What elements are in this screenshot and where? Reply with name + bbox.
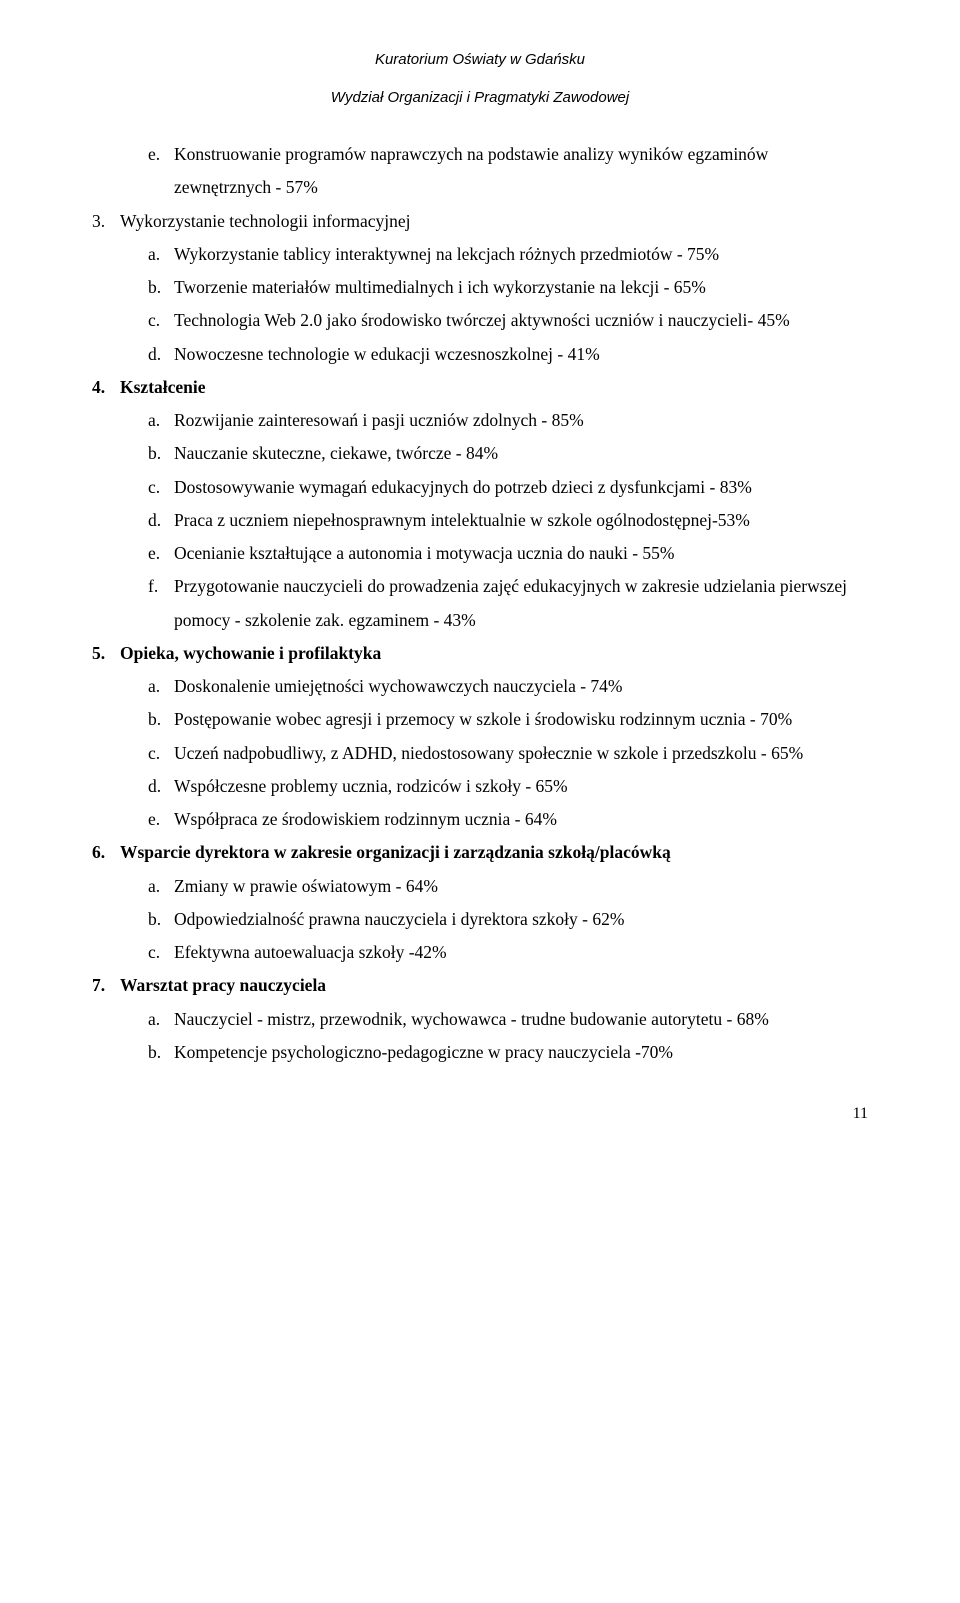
item-text: Współpraca ze środowiskiem rodzinnym ucz…: [174, 809, 557, 829]
section-6-items: a. Zmiany w prawie oświatowym - 64% b. Odp…: [120, 870, 868, 970]
item-marker: b.: [148, 437, 161, 470]
section-title: Wsparcie dyrektora w zakresie organizacj…: [120, 842, 671, 862]
item-marker: b.: [148, 703, 161, 736]
item-text: Ocenianie kształtujące a autonomia i mot…: [174, 543, 675, 563]
list-item: a. Wykorzystanie tablicy interaktywnej na…: [148, 238, 868, 271]
item-marker: e.: [148, 138, 160, 171]
section-marker: 3.: [92, 205, 105, 238]
item-marker: a.: [148, 870, 160, 903]
item-marker: d.: [148, 770, 161, 803]
item-text: Kompetencje psychologiczno-pedagogiczne …: [174, 1042, 673, 1062]
list-item: e. Współpraca ze środowiskiem rodzinnym u…: [148, 803, 868, 836]
section-title: Opieka, wychowanie i profilaktyka: [120, 643, 381, 663]
main-ordered-list: 3. Wykorzystanie technologii informacyjn…: [92, 205, 868, 1070]
item-marker: d.: [148, 338, 161, 371]
item-marker: c.: [148, 737, 160, 770]
section-title: Kształcenie: [120, 377, 206, 397]
list-item: d. Praca z uczniem niepełnosprawnym intel…: [148, 504, 868, 537]
item-marker: e.: [148, 537, 160, 570]
list-item: e. Konstruowanie programów naprawczych n…: [148, 138, 868, 205]
section-marker: 5.: [92, 637, 105, 670]
item-text: Współczesne problemy ucznia, rodziców i …: [174, 776, 568, 796]
section-6: 6. Wsparcie dyrektora w zakresie organiz…: [92, 836, 868, 969]
item-marker: a.: [148, 1003, 160, 1036]
item-text: Nauczyciel - mistrz, przewodnik, wychowa…: [174, 1009, 769, 1029]
item-marker: b.: [148, 903, 161, 936]
list-item: a. Doskonalenie umiejętności wychowawczyc…: [148, 670, 868, 703]
item-text: Postępowanie wobec agresji i przemocy w …: [174, 709, 792, 729]
list-item: b. Postępowanie wobec agresji i przemocy …: [148, 703, 868, 736]
section-5-items: a. Doskonalenie umiejętności wychowawczyc…: [120, 670, 868, 836]
item-marker: b.: [148, 271, 161, 304]
list-item: c. Uczeń nadpobudliwy, z ADHD, niedostoso…: [148, 737, 868, 770]
header-line-2: Wydział Organizacji i Pragmatyki Zawodow…: [92, 86, 868, 110]
item-text: Technologia Web 2.0 jako środowisko twór…: [174, 310, 790, 330]
item-text: Doskonalenie umiejętności wychowawczych …: [174, 676, 623, 696]
section-title: Wykorzystanie technologii informacyjnej: [120, 211, 411, 231]
item-text: Odpowiedzialność prawna nauczyciela i dy…: [174, 909, 624, 929]
item-text: Konstruowanie programów naprawczych na p…: [174, 144, 768, 197]
item-text: Rozwijanie zainteresowań i pasji uczniów…: [174, 410, 584, 430]
item-marker: a.: [148, 670, 160, 703]
document-header: Kuratorium Oświaty w Gdańsku Wydział Org…: [92, 48, 868, 110]
section-3-items: a. Wykorzystanie tablicy interaktywnej na…: [120, 238, 868, 371]
list-item: d. Współczesne problemy ucznia, rodziców …: [148, 770, 868, 803]
item-text: Zmiany w prawie oświatowym - 64%: [174, 876, 438, 896]
section-3: 3. Wykorzystanie technologii informacyjn…: [92, 205, 868, 371]
item-marker: c.: [148, 936, 160, 969]
list-item: c. Technologia Web 2.0 jako środowisko tw…: [148, 304, 868, 337]
list-item: e. Ocenianie kształtujące a autonomia i m…: [148, 537, 868, 570]
list-item: a. Rozwijanie zainteresowań i pasji uczni…: [148, 404, 868, 437]
list-item: d. Nowoczesne technologie w edukacji wcze…: [148, 338, 868, 371]
item-text: Nowoczesne technologie w edukacji wczesn…: [174, 344, 600, 364]
item-text: Praca z uczniem niepełnosprawnym intelek…: [174, 510, 750, 530]
item-marker: c.: [148, 471, 160, 504]
list-item: b. Kompetencje psychologiczno-pedagogiczn…: [148, 1036, 868, 1069]
header-line-1: Kuratorium Oświaty w Gdańsku: [92, 48, 868, 72]
list-item: f. Przygotowanie nauczycieli do prowadzen…: [148, 570, 868, 637]
list-item: a. Nauczyciel - mistrz, przewodnik, wycho…: [148, 1003, 868, 1036]
section-marker: 4.: [92, 371, 105, 404]
continuation-list: e. Konstruowanie programów naprawczych n…: [92, 138, 868, 205]
list-item: a. Zmiany w prawie oświatowym - 64%: [148, 870, 868, 903]
item-marker: e.: [148, 803, 160, 836]
list-item: b. Odpowiedzialność prawna nauczyciela i …: [148, 903, 868, 936]
item-marker: a.: [148, 404, 160, 437]
section-marker: 6.: [92, 836, 105, 869]
item-text: Efektywna autoewaluacja szkoły -42%: [174, 942, 447, 962]
item-text: Przygotowanie nauczycieli do prowadzenia…: [174, 576, 847, 629]
list-item: b. Nauczanie skuteczne, ciekawe, twórcze …: [148, 437, 868, 470]
section-title: Warsztat pracy nauczyciela: [120, 975, 326, 995]
item-text: Tworzenie materiałów multimedialnych i i…: [174, 277, 706, 297]
section-7: 7. Warsztat pracy nauczyciela a. Nauczyci…: [92, 969, 868, 1069]
item-text: Nauczanie skuteczne, ciekawe, twórcze - …: [174, 443, 498, 463]
item-marker: c.: [148, 304, 160, 337]
item-text: Wykorzystanie tablicy interaktywnej na l…: [174, 244, 719, 264]
item-marker: b.: [148, 1036, 161, 1069]
item-marker: d.: [148, 504, 161, 537]
item-text: Uczeń nadpobudliwy, z ADHD, niedostosowa…: [174, 743, 803, 763]
section-5: 5. Opieka, wychowanie i profilaktyka a. D…: [92, 637, 868, 837]
section-4: 4. Kształcenie a. Rozwijanie zainteresowa…: [92, 371, 868, 637]
list-item: c. Dostosowywanie wymagań edukacyjnych do…: [148, 471, 868, 504]
list-item: c. Efektywna autoewaluacja szkoły -42%: [148, 936, 868, 969]
item-text: Dostosowywanie wymagań edukacyjnych do p…: [174, 477, 752, 497]
item-marker: f.: [148, 570, 158, 603]
section-4-items: a. Rozwijanie zainteresowań i pasji uczni…: [120, 404, 868, 637]
section-marker: 7.: [92, 969, 105, 1002]
section-7-items: a. Nauczyciel - mistrz, przewodnik, wycho…: [120, 1003, 868, 1070]
page-number: 11: [92, 1099, 868, 1129]
item-marker: a.: [148, 238, 160, 271]
list-item: b. Tworzenie materiałów multimedialnych i…: [148, 271, 868, 304]
